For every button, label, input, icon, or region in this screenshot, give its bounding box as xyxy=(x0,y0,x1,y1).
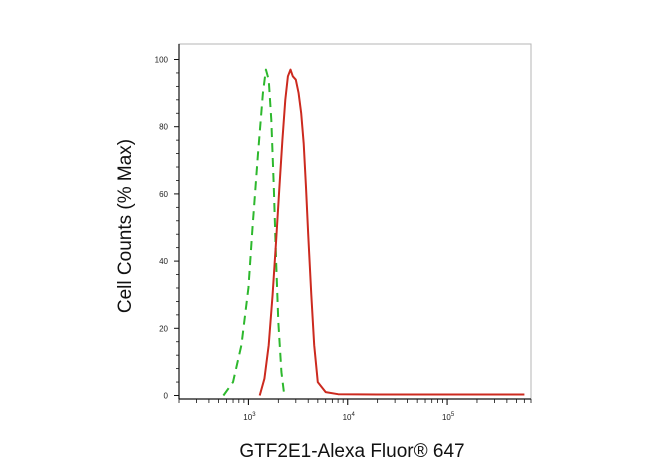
y-tick-label: 100 xyxy=(155,56,169,65)
y-tick-label: 0 xyxy=(164,392,169,401)
series-line-solid xyxy=(258,68,525,396)
x-ticks: 103 104 105 xyxy=(178,399,532,422)
y-tick-label: 60 xyxy=(159,190,168,199)
y-tick-label: 40 xyxy=(159,257,168,266)
y-tick-label: 20 xyxy=(159,324,168,333)
x-tick-label: 104 xyxy=(343,412,356,422)
x-tick-label: 103 xyxy=(243,412,256,422)
series-line-dashed xyxy=(222,68,286,397)
y-tick-label: 80 xyxy=(159,123,168,132)
plot-frame xyxy=(178,43,532,400)
y-axis-title: Cell Counts (% Max) xyxy=(115,139,136,313)
y-ticks: 0 20 40 60 80 100 xyxy=(155,56,179,401)
axes xyxy=(178,44,531,400)
x-tick-label: 105 xyxy=(442,412,455,422)
x-axis-title: GTF2E1-Alexa Fluor® 647 xyxy=(239,441,464,462)
histogram-curves xyxy=(222,68,525,397)
